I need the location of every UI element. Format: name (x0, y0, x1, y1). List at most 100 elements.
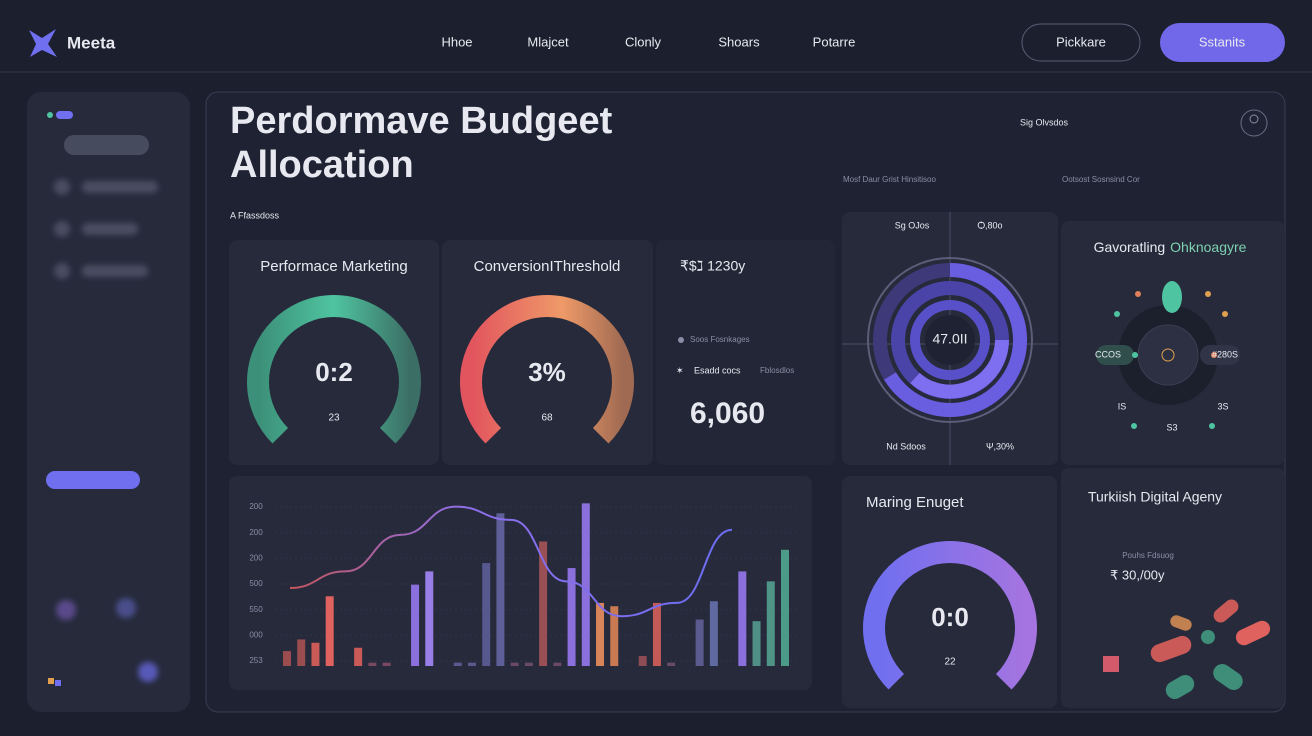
node-label: #280S (1212, 349, 1238, 359)
logo (29, 29, 57, 57)
avatar-icon (1249, 114, 1259, 124)
gauge-value: 0:2 (315, 357, 353, 387)
bar (467, 662, 476, 666)
bar (766, 581, 775, 666)
nav-link[interactable]: Clonly (625, 34, 662, 49)
radial-label: Sg OJos (895, 220, 930, 230)
sidebar (27, 92, 190, 712)
bar (297, 639, 306, 666)
button-label[interactable]: Pickkare (1056, 34, 1106, 49)
bar (524, 662, 533, 666)
radial-label: Ψ,30% (986, 441, 1014, 451)
gauge-arc (247, 295, 421, 444)
y-tick-label: 200 (249, 553, 263, 562)
bar (752, 621, 761, 666)
gauge-value: 0:0 (931, 602, 969, 632)
agency-caption: Pouhs Fdsuog (1122, 551, 1174, 560)
gauge-title: Performace Marketing (260, 258, 408, 275)
gauge-value: 3% (528, 357, 566, 387)
bar (325, 596, 334, 666)
page-title: Perdormave Budgeet (230, 100, 613, 142)
y-tick-label: 253 (249, 656, 263, 665)
nav-link[interactable]: Shoars (718, 34, 760, 49)
title-accent: Ohknoagyre (1170, 239, 1246, 255)
bar (354, 647, 363, 666)
brand: Meeta (67, 33, 116, 52)
bar (368, 662, 377, 666)
caption: Ootsost Sosnsind Cor (1062, 175, 1140, 184)
bar (610, 606, 619, 666)
stat-heading: ₹$ℷ 1230y (680, 258, 745, 274)
bar (581, 503, 590, 666)
node-label: IS (1118, 401, 1127, 411)
y-tick-label: 000 (249, 630, 263, 639)
bar-chart-card (229, 476, 812, 690)
y-tick-label: 500 (249, 579, 263, 588)
bar (781, 549, 789, 666)
bar (453, 662, 462, 666)
top-label: Sig Olvsdos (1020, 117, 1069, 127)
node-label: 3S (1217, 401, 1228, 411)
bar (539, 541, 548, 666)
legend-label: Fblosdlos (760, 366, 794, 375)
page-title: Allocation (230, 144, 414, 186)
bar (482, 563, 491, 666)
agency-decor (1103, 599, 1271, 699)
bar (596, 602, 605, 666)
title-part: Gavoratling (1094, 239, 1166, 255)
gauge-arc (863, 541, 1037, 690)
node-label: S3 (1166, 422, 1177, 432)
bar (567, 568, 576, 666)
gauge-card (842, 476, 1057, 708)
radial-rings (842, 212, 1058, 465)
nav-link[interactable]: Potarre (813, 34, 856, 49)
bar (709, 601, 718, 666)
legend-icon: ✶ (676, 365, 684, 375)
bar (553, 662, 562, 666)
stat-card (656, 240, 835, 465)
radial-label: Nd Sdoos (886, 441, 926, 451)
gauge-title: Maring Enuget (866, 494, 964, 511)
bar (311, 642, 320, 666)
gauge-card (442, 240, 653, 465)
button-label[interactable]: Sstanits (1199, 34, 1246, 49)
dot (47, 112, 53, 118)
avatar-button[interactable] (1240, 109, 1268, 137)
agency-title: Turkiish Digital Ageny (1088, 489, 1222, 505)
gauge-arc (460, 295, 634, 444)
trend-line (289, 505, 733, 618)
primary-button[interactable] (1160, 23, 1285, 62)
y-tick-label: 200 (249, 528, 263, 537)
gauge-title: ConversionIThreshold (474, 258, 621, 275)
bar (638, 656, 647, 666)
bar (382, 662, 391, 666)
gauge-card (229, 240, 439, 465)
top-nav (0, 23, 1312, 73)
outline-button[interactable] (1021, 23, 1141, 62)
nav-link[interactable]: Mlajcet (527, 34, 569, 49)
bar (425, 571, 434, 666)
bar (652, 602, 661, 666)
gauge-sub: 23 (328, 413, 340, 424)
network-title: Gavoratling Ohknoagyre (1094, 239, 1247, 255)
radial-center: 47.0II (932, 331, 967, 347)
subtitle: A Ffassdoss (230, 210, 280, 220)
sidebar-panel (27, 92, 190, 712)
legend-dot (678, 337, 684, 343)
gauge-sub: 68 (541, 413, 553, 424)
sidebar-search[interactable] (64, 135, 149, 155)
bar (738, 571, 747, 666)
caption: Mosf Daur Grist Hinsitisoo (843, 175, 936, 184)
node-label: CCOS (1095, 349, 1121, 359)
bar (510, 662, 519, 666)
nav-link[interactable]: Hhoe (441, 34, 472, 49)
sidebar-items (54, 179, 158, 682)
stat-value: 6,060 (690, 397, 765, 430)
bar (496, 513, 505, 666)
legend-label: Esadd cocs (694, 365, 741, 375)
icon (48, 678, 54, 684)
sidebar-button[interactable] (46, 471, 140, 489)
network-decor (1096, 281, 1240, 429)
legend-label: Soos Fosnkages (690, 335, 750, 344)
bar (411, 584, 420, 666)
